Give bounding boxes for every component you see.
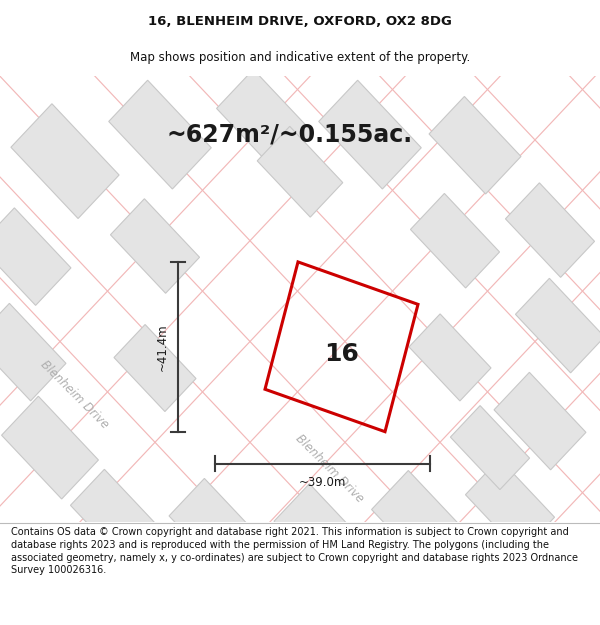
Polygon shape — [169, 478, 261, 576]
Text: ~39.0m: ~39.0m — [299, 476, 346, 489]
Polygon shape — [70, 469, 160, 564]
Polygon shape — [409, 314, 491, 401]
Polygon shape — [274, 484, 366, 581]
Polygon shape — [114, 324, 196, 411]
Text: Blenheim Drive: Blenheim Drive — [293, 432, 367, 506]
Text: Blenheim Drive: Blenheim Drive — [38, 358, 112, 431]
Polygon shape — [515, 278, 600, 373]
Polygon shape — [451, 406, 530, 489]
Polygon shape — [2, 396, 98, 499]
Polygon shape — [11, 104, 119, 219]
Polygon shape — [0, 303, 66, 401]
Text: 16, BLENHEIM DRIVE, OXFORD, OX2 8DG: 16, BLENHEIM DRIVE, OXFORD, OX2 8DG — [148, 15, 452, 28]
Polygon shape — [505, 183, 595, 278]
Text: ~627m²/~0.155ac.: ~627m²/~0.155ac. — [167, 122, 413, 147]
Polygon shape — [319, 80, 421, 189]
Text: Map shows position and indicative extent of the property.: Map shows position and indicative extent… — [130, 51, 470, 64]
Polygon shape — [466, 459, 554, 553]
Text: 16: 16 — [325, 342, 359, 366]
Polygon shape — [257, 126, 343, 217]
Polygon shape — [110, 199, 200, 293]
Polygon shape — [217, 69, 313, 173]
Text: Contains OS data © Crown copyright and database right 2021. This information is : Contains OS data © Crown copyright and d… — [11, 527, 578, 576]
Polygon shape — [410, 194, 500, 288]
Text: ~41.4m: ~41.4m — [155, 323, 169, 371]
Polygon shape — [0, 208, 71, 306]
Polygon shape — [371, 471, 469, 573]
Polygon shape — [494, 372, 586, 470]
Polygon shape — [429, 96, 521, 194]
Polygon shape — [109, 80, 211, 189]
